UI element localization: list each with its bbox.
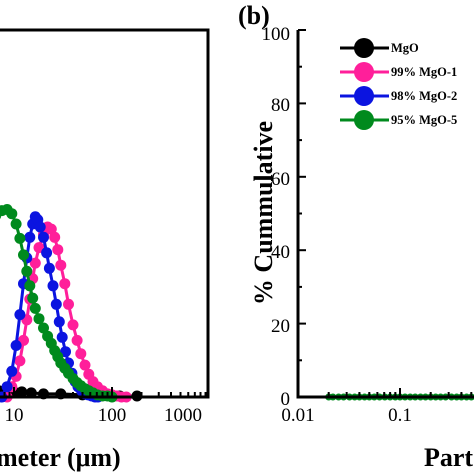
- data-point: [59, 278, 71, 290]
- data-point: [14, 309, 26, 321]
- data-point: [27, 292, 39, 304]
- panel-b-x-tick-label: 0.1: [388, 405, 412, 426]
- data-point: [38, 231, 49, 243]
- panel-b-y-tick-label: 80: [271, 95, 290, 116]
- data-point: [6, 365, 18, 377]
- panel-b: (b) 100 80 60 40 20 0 0.01 0.1 % Cummula…: [238, 1, 474, 472]
- legend-entry: 99% MgO-1: [340, 62, 457, 82]
- data-point: [16, 386, 28, 398]
- data-point: [71, 334, 83, 346]
- data-point: [24, 280, 36, 292]
- panel-a-frame: [0, 28, 210, 399]
- panel-b-y-axis-title: % Cummulative: [249, 121, 278, 305]
- data-point: [50, 298, 62, 310]
- data-point: [75, 348, 87, 360]
- data-point: [43, 262, 55, 274]
- data-point: [18, 249, 29, 261]
- data-point: [79, 359, 91, 371]
- data-point: [10, 218, 22, 230]
- panel-a-x-axis-title: meter (μm): [0, 443, 121, 472]
- panel-a-x-tick-label: 10: [5, 405, 24, 426]
- data-point: [29, 302, 41, 314]
- data-point: [24, 231, 36, 243]
- data-point: [47, 280, 59, 292]
- legend-entry: 95% MgO-5: [340, 110, 457, 130]
- data-point: [53, 316, 65, 328]
- data-point: [29, 257, 41, 269]
- legend-label: MgO: [391, 41, 419, 55]
- legend-label: 99% MgO-1: [391, 65, 457, 79]
- panel-b-y-tick-label: 40: [271, 242, 290, 263]
- panel-b-frame: [296, 30, 474, 399]
- panel-b-ticks: [297, 29, 473, 398]
- panel-b-x-axis-title: Part: [424, 443, 473, 472]
- panel-a-series: [0, 204, 143, 403]
- legend-label: 95% MgO-5: [391, 113, 457, 127]
- data-point: [38, 322, 49, 334]
- data-point: [52, 244, 64, 256]
- data-point: [41, 247, 53, 259]
- data-point: [56, 331, 68, 343]
- legend-label: 98% MgO-2: [391, 89, 457, 103]
- panel-a-x-tick-label: 100: [98, 405, 127, 426]
- panel-a-x-ticks: [3, 387, 207, 397]
- legend-entry: MgO: [340, 38, 419, 58]
- panel-b-y-tick-label: 20: [271, 316, 290, 337]
- panel-a: 10 100 1000 meter (μm): [0, 28, 210, 472]
- panel-b-y-tick-label: 100: [262, 24, 291, 45]
- data-point: [63, 298, 74, 310]
- data-point: [67, 319, 79, 331]
- data-point: [49, 231, 61, 243]
- panel-b-x-tick-label: 0.01: [281, 405, 314, 426]
- legend-marker: [354, 86, 374, 106]
- data-point: [21, 265, 33, 277]
- data-point: [33, 313, 45, 325]
- legend-entry: 98% MgO-2: [340, 86, 457, 106]
- legend-marker: [354, 38, 374, 58]
- panel-b-label: (b): [238, 1, 270, 30]
- legend-marker: [354, 62, 374, 82]
- data-point: [34, 221, 46, 233]
- panel-b-y-tick-label: 0: [281, 389, 291, 410]
- data-point: [14, 355, 26, 367]
- panel-a-x-tick-label: 1000: [164, 405, 202, 426]
- legend-marker: [354, 110, 374, 130]
- data-point: [1, 381, 13, 393]
- data-point: [14, 232, 26, 244]
- legend: MgO 99% MgO-1 98% MgO-2 95% MgO-5: [340, 38, 457, 130]
- data-point: [10, 340, 22, 351]
- data-point: [55, 259, 67, 271]
- panel-b-y-tick-label: 60: [271, 169, 290, 190]
- data-point: [6, 208, 18, 220]
